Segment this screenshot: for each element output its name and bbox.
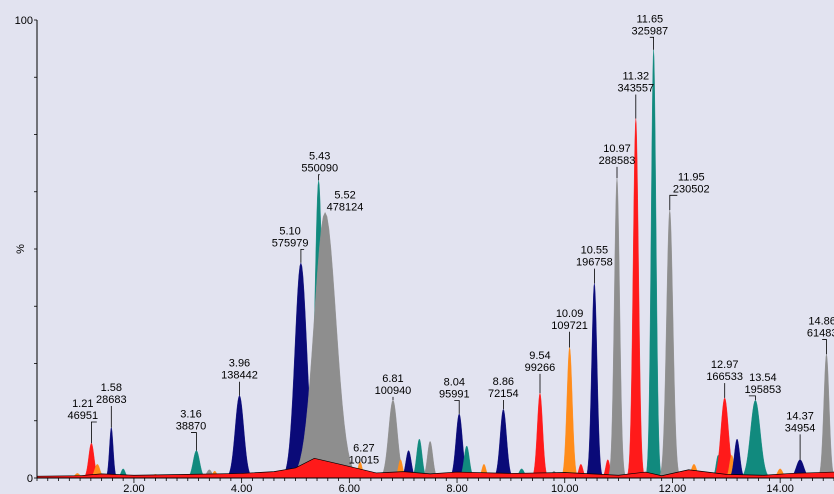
peak-label-time: 8.86 bbox=[493, 376, 514, 388]
peak-label-time: 10.09 bbox=[556, 308, 584, 320]
peak-label-time: 11.95 bbox=[678, 171, 705, 183]
peak-label-area: 10015 bbox=[349, 454, 380, 466]
y-tick-label: 0 bbox=[27, 473, 33, 485]
peak-label-area: 38870 bbox=[176, 421, 207, 433]
x-tick-label: 8.00 bbox=[446, 483, 467, 494]
peak-30 bbox=[585, 283, 604, 479]
peak-label-time: 14.86 bbox=[808, 316, 834, 328]
x-tick-label: 6.00 bbox=[339, 483, 360, 494]
peak-label-area: 95991 bbox=[439, 388, 470, 400]
x-tick-label: 14.00 bbox=[766, 483, 794, 494]
peak-label-area: 195853 bbox=[745, 384, 782, 396]
peak-label-time: 9.54 bbox=[529, 350, 550, 362]
peak-45 bbox=[817, 354, 834, 479]
peak-label-area: 230502 bbox=[673, 183, 710, 195]
peak-label-area: 46951 bbox=[67, 410, 98, 422]
peak-label-time: 11.65 bbox=[636, 13, 663, 25]
peak-label-time: 5.52 bbox=[334, 190, 355, 202]
peaks-layer bbox=[68, 49, 834, 479]
peak-9 bbox=[225, 395, 254, 479]
baseline-area bbox=[37, 458, 834, 478]
peak-34 bbox=[645, 49, 662, 479]
peak-24 bbox=[492, 408, 514, 479]
peak-28 bbox=[560, 347, 579, 479]
y-tick-label: 100 bbox=[15, 15, 33, 27]
peak-label-time: 12.97 bbox=[711, 359, 739, 371]
peak-label-area: 72154 bbox=[488, 388, 519, 400]
peak-label-area: 550090 bbox=[301, 163, 338, 175]
peak-leader-line bbox=[300, 248, 305, 263]
peak-label-time: 8.04 bbox=[444, 376, 465, 388]
peak-label-time: 10.55 bbox=[581, 245, 609, 257]
peak-label-time: 1.58 bbox=[101, 382, 122, 394]
peak-label-time: 3.16 bbox=[180, 409, 201, 421]
peak-label-time: 6.81 bbox=[382, 373, 403, 385]
peak-label-area: 575979 bbox=[272, 237, 309, 249]
peak-label-time: 13.54 bbox=[749, 372, 777, 384]
peak-35 bbox=[659, 210, 681, 479]
peak-leader-line bbox=[822, 339, 827, 355]
peak-label-time: 11.32 bbox=[622, 71, 649, 83]
peak-leader-line bbox=[748, 395, 756, 401]
peak-label-area: 166533 bbox=[706, 371, 743, 383]
x-tick-label: 10.00 bbox=[551, 483, 579, 494]
peak-42 bbox=[739, 399, 772, 479]
peak-26 bbox=[531, 392, 549, 479]
peak-label-time: 10.97 bbox=[603, 143, 631, 155]
peak-33 bbox=[627, 118, 645, 479]
peak-label-area: 325987 bbox=[631, 25, 668, 37]
peak-label-area: 100940 bbox=[375, 385, 412, 397]
x-tick-label: 12.00 bbox=[659, 483, 687, 494]
y-axis-label: % bbox=[15, 244, 27, 254]
peak-leader-line bbox=[191, 432, 197, 451]
peak-label-time: 5.43 bbox=[309, 151, 330, 163]
peak-label-area: 109721 bbox=[551, 320, 588, 332]
peak-label-area: 34954 bbox=[785, 422, 816, 434]
x-tick-label: 2.00 bbox=[123, 483, 144, 494]
peak-label-area: 99266 bbox=[525, 362, 556, 374]
peak-label-area: 196758 bbox=[576, 257, 613, 269]
peak-leader-line bbox=[454, 400, 460, 414]
peak-leader-line bbox=[318, 174, 320, 181]
peak-leader-line bbox=[669, 194, 678, 211]
peak-label-time: 5.10 bbox=[279, 225, 300, 237]
axes-layer: 2.00 4.00 6.00 8.00 10.00 12.00 14.00 0 100% bbox=[15, 15, 834, 494]
peak-label-area: 61483 bbox=[807, 328, 834, 340]
x-tick-label: 4.00 bbox=[231, 483, 252, 494]
peak-label-time: 6.27 bbox=[353, 442, 374, 454]
peak-label-time: 14.37 bbox=[786, 410, 814, 422]
peak-label-time: 1.21 bbox=[72, 398, 93, 410]
peak-label-time: 3.96 bbox=[229, 358, 250, 370]
peak-label-area: 138442 bbox=[221, 370, 258, 382]
peak-label-area: 28683 bbox=[96, 394, 127, 406]
peak-leader-line bbox=[91, 421, 97, 444]
peak-32 bbox=[608, 177, 626, 479]
peak-leader-line bbox=[649, 36, 654, 50]
peak-3 bbox=[105, 427, 118, 479]
peak-label-area: 343557 bbox=[617, 83, 654, 95]
peak-label-area: 478124 bbox=[327, 202, 364, 214]
peak-label-area: 288583 bbox=[599, 155, 636, 167]
baseline-layer bbox=[36, 457, 834, 478]
baseline-line bbox=[36, 457, 834, 477]
